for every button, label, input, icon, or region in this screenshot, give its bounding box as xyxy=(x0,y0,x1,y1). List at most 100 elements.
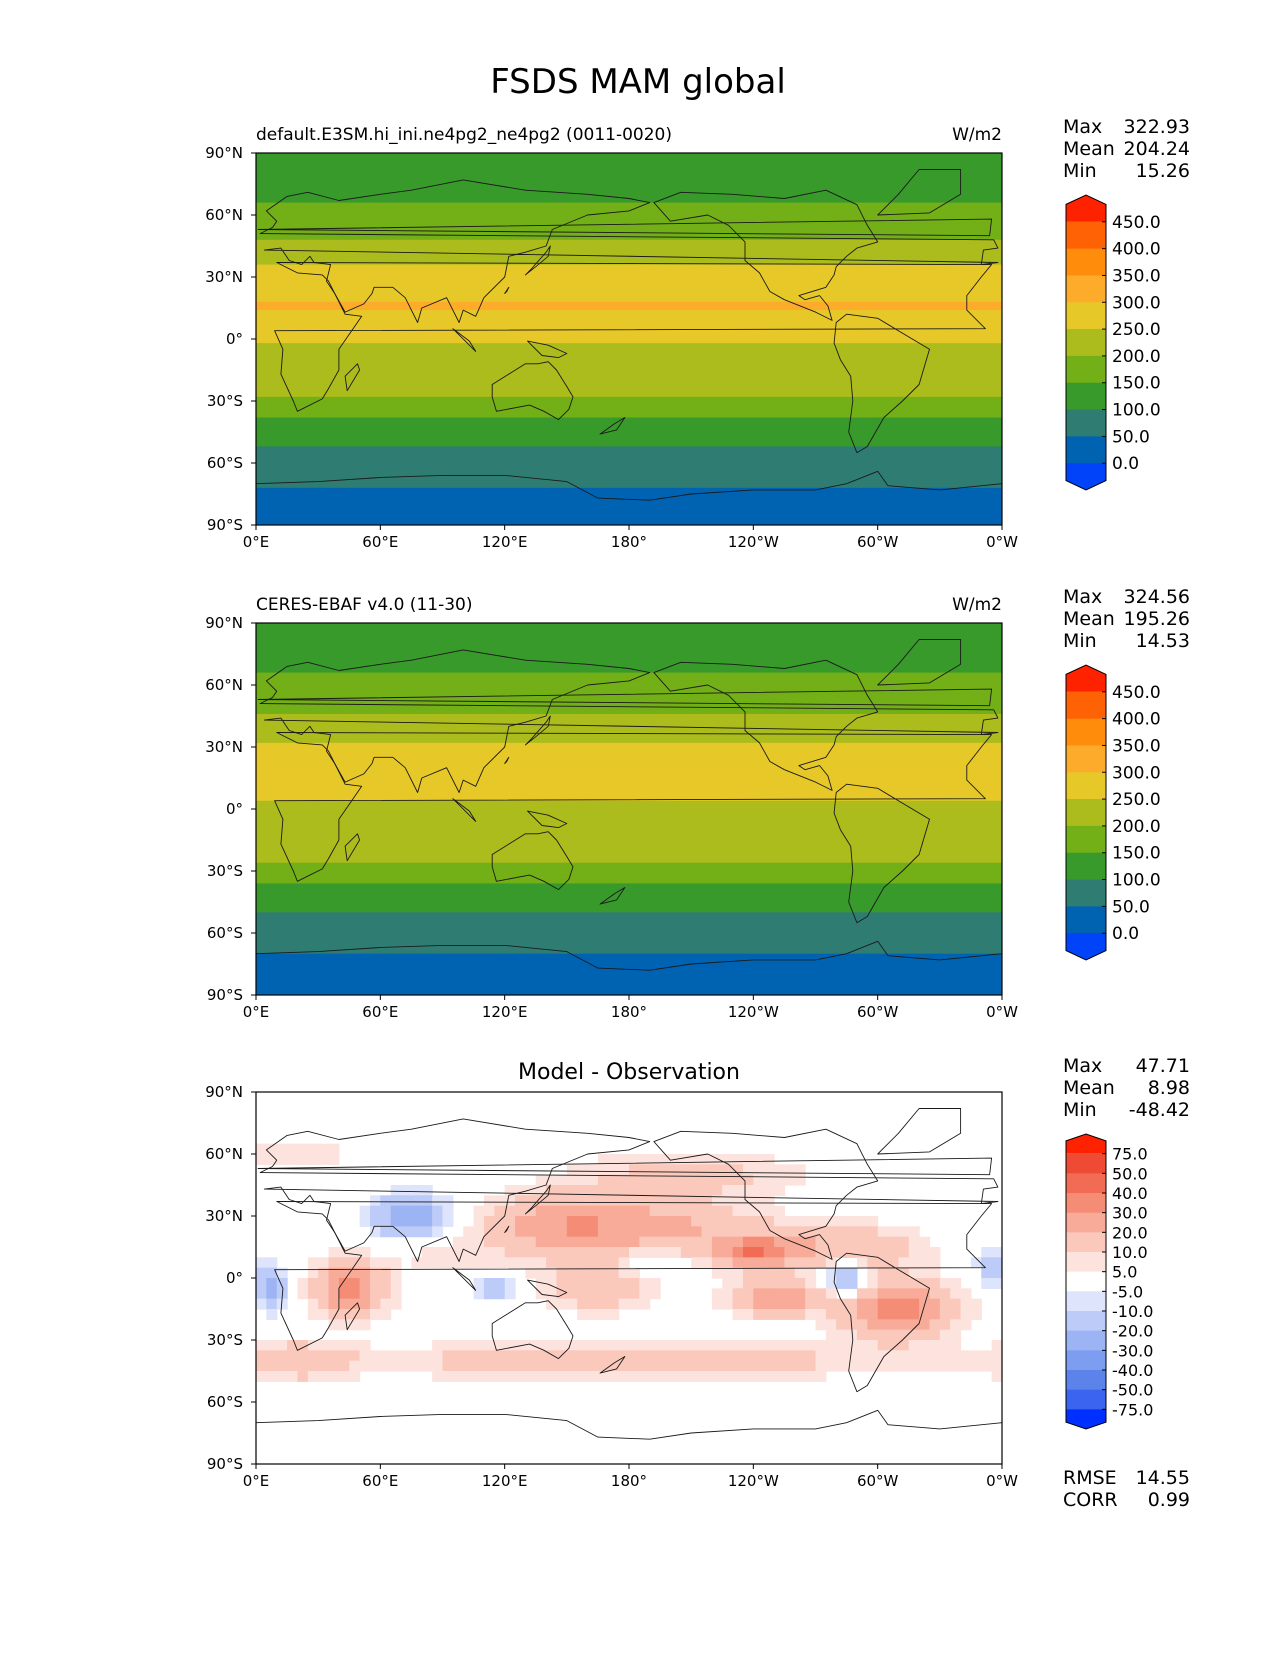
diff-cell xyxy=(888,1319,899,1331)
diff-cell xyxy=(328,1154,340,1165)
coastline xyxy=(504,286,510,294)
diff-cell xyxy=(566,1360,578,1372)
diff-cell xyxy=(680,1154,692,1165)
diff-cell xyxy=(784,1371,796,1382)
coastline xyxy=(274,262,993,412)
diff-cell xyxy=(369,1288,381,1300)
diff-cell xyxy=(494,1247,506,1258)
diff-cell xyxy=(525,1340,537,1351)
diff-cell xyxy=(463,1257,475,1269)
x-tick-label: 60°W xyxy=(857,533,899,551)
diff-cell xyxy=(608,1298,620,1310)
zonal-band xyxy=(256,215,1002,220)
diff-cell xyxy=(307,1267,319,1279)
diff-cell xyxy=(815,1216,827,1227)
zonal-band xyxy=(256,272,1002,278)
diff-cell xyxy=(722,1174,734,1186)
diff-cell xyxy=(991,1371,1002,1382)
diff-cell xyxy=(276,1298,288,1310)
diff-cell xyxy=(763,1205,775,1217)
diff-cell xyxy=(722,1216,734,1227)
diff-cell xyxy=(867,1298,879,1310)
diff-cell xyxy=(888,1267,899,1279)
diff-cell xyxy=(763,1257,775,1269)
diff-cell xyxy=(307,1360,319,1372)
zonal-band xyxy=(256,417,1002,423)
diff-cell xyxy=(359,1267,371,1279)
coastline xyxy=(257,688,993,707)
diff-cell xyxy=(504,1340,516,1351)
diff-cell xyxy=(359,1298,371,1310)
diff-cell xyxy=(711,1216,723,1227)
diff-cell xyxy=(597,1278,609,1289)
diff-cell xyxy=(307,1143,319,1155)
stat-value: 195.26 xyxy=(1124,608,1190,630)
diff-cell xyxy=(825,1267,837,1279)
diff-cell xyxy=(919,1309,931,1320)
diff-cell xyxy=(805,1309,817,1320)
diff-cell xyxy=(618,1247,630,1258)
diff-cell xyxy=(504,1216,516,1227)
diff-cell xyxy=(566,1205,578,1217)
coastline xyxy=(653,189,879,321)
diff-cell xyxy=(680,1360,692,1372)
stat-value: 204.24 xyxy=(1124,138,1190,160)
diff-cell xyxy=(825,1278,837,1289)
y-tick-label: 60°N xyxy=(205,676,243,694)
diff-cell xyxy=(691,1185,703,1196)
diff-cell xyxy=(546,1174,558,1186)
diff-cell xyxy=(691,1154,703,1165)
coastline xyxy=(344,833,361,862)
diff-cell xyxy=(307,1278,319,1289)
colorbar-bin xyxy=(1066,355,1106,384)
zonal-band xyxy=(256,933,1002,938)
x-tick-label: 0°W xyxy=(986,533,1018,551)
colorbar-label: -40.0 xyxy=(1112,1361,1153,1380)
diff-cell xyxy=(929,1319,941,1331)
diff-cell xyxy=(660,1154,672,1165)
stat-value: 322.93 xyxy=(1124,116,1190,138)
diff-cell xyxy=(680,1247,692,1258)
diff-cell xyxy=(701,1257,713,1269)
zonal-band xyxy=(256,281,1002,286)
diff-cell xyxy=(287,1340,299,1351)
zonal-band xyxy=(256,755,1002,760)
zonal-band xyxy=(256,709,1002,715)
diff-cell xyxy=(888,1278,899,1289)
diff-cell xyxy=(898,1247,910,1258)
diff-cell xyxy=(597,1288,609,1300)
x-tick-label: 120°W xyxy=(728,1472,779,1490)
colorbar-bin xyxy=(1066,1153,1106,1174)
diff-cell xyxy=(815,1298,827,1310)
x-tick-label: 0°W xyxy=(986,1003,1018,1021)
panel-title: Model - Observation xyxy=(518,1060,740,1085)
diff-cell xyxy=(297,1371,309,1382)
diff-cell xyxy=(649,1278,661,1289)
diff-cell xyxy=(753,1278,765,1289)
diff-cell xyxy=(411,1226,423,1238)
zonal-band xyxy=(256,912,1002,918)
diff-cell xyxy=(732,1205,744,1217)
diff-cell xyxy=(546,1216,558,1227)
diff-cell xyxy=(504,1278,516,1289)
zonal-band xyxy=(256,804,1002,810)
diff-cell xyxy=(815,1371,827,1382)
zonal-band xyxy=(256,231,1002,237)
diff-cell xyxy=(836,1267,848,1279)
diff-cell xyxy=(359,1278,371,1289)
y-tick-label: 0° xyxy=(226,330,243,348)
diff-cell xyxy=(328,1298,340,1310)
diff-cell xyxy=(608,1154,620,1165)
diff-cell xyxy=(742,1247,754,1258)
coastline xyxy=(274,732,993,882)
diff-cell xyxy=(390,1288,402,1300)
diff-cell xyxy=(608,1216,620,1227)
zonal-band xyxy=(256,899,1002,905)
diff-cell xyxy=(442,1257,454,1269)
diff-cell xyxy=(867,1257,879,1269)
diff-cell xyxy=(898,1298,910,1310)
diff-cell xyxy=(732,1226,744,1238)
diff-cell xyxy=(380,1195,392,1207)
diff-cell xyxy=(950,1288,962,1300)
